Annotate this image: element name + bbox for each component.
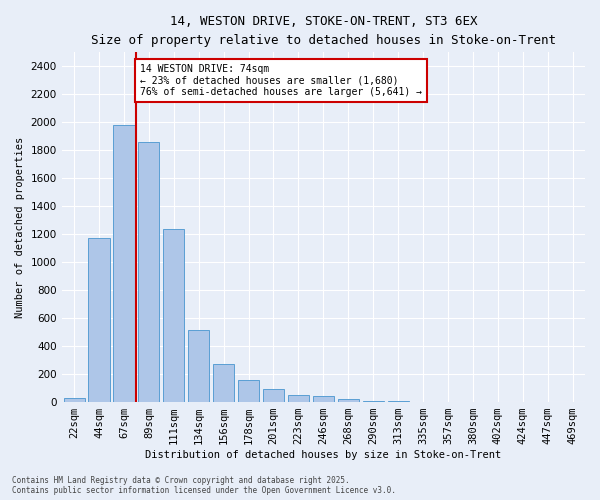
- Bar: [188, 330, 209, 402]
- Bar: [113, 125, 134, 402]
- Bar: [238, 380, 259, 402]
- Text: Contains HM Land Registry data © Crown copyright and database right 2025.
Contai: Contains HM Land Registry data © Crown c…: [12, 476, 396, 495]
- X-axis label: Distribution of detached houses by size in Stoke-on-Trent: Distribution of detached houses by size …: [145, 450, 502, 460]
- Bar: [313, 396, 334, 402]
- Bar: [263, 390, 284, 402]
- Bar: [362, 400, 384, 402]
- Text: 14 WESTON DRIVE: 74sqm
← 23% of detached houses are smaller (1,680)
76% of semi-: 14 WESTON DRIVE: 74sqm ← 23% of detached…: [140, 64, 422, 96]
- Bar: [163, 228, 184, 402]
- Bar: [338, 400, 359, 402]
- Title: 14, WESTON DRIVE, STOKE-ON-TRENT, ST3 6EX
Size of property relative to detached : 14, WESTON DRIVE, STOKE-ON-TRENT, ST3 6E…: [91, 15, 556, 47]
- Bar: [64, 398, 85, 402]
- Bar: [138, 142, 160, 402]
- Bar: [88, 238, 110, 402]
- Bar: [213, 364, 234, 402]
- Y-axis label: Number of detached properties: Number of detached properties: [15, 136, 25, 318]
- Bar: [288, 395, 309, 402]
